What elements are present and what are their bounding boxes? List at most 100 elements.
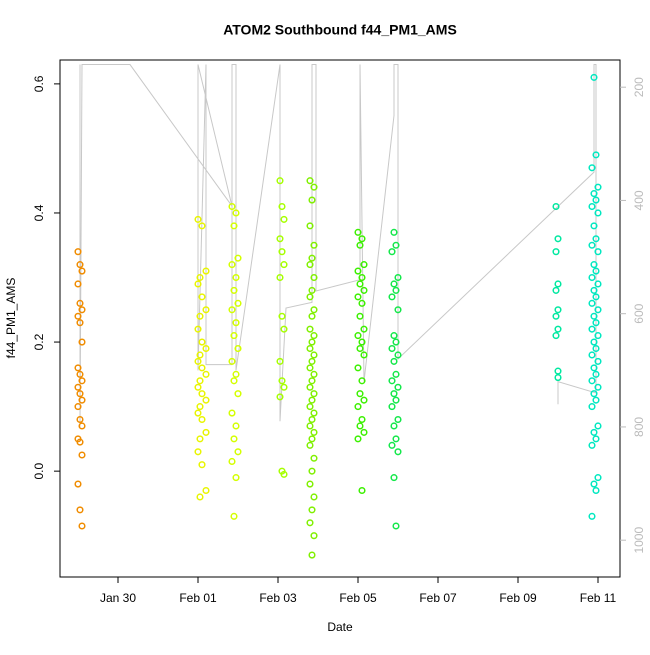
point [392,522,400,530]
point [232,209,240,217]
point [588,202,596,211]
point [592,235,600,243]
point [388,293,396,301]
point [194,215,202,223]
point [360,325,368,333]
point [554,367,562,375]
point [554,280,562,288]
point [76,415,84,424]
point [198,338,206,346]
point [228,306,236,314]
point [308,377,316,385]
point [194,383,202,391]
point [356,241,364,249]
point [196,377,204,385]
point [390,422,398,430]
point [358,415,366,424]
point [202,370,210,378]
y-axis-label: f44_PM1_AMS [4,278,18,359]
point [588,377,596,385]
point [278,312,286,320]
point [592,293,600,301]
point [310,454,318,462]
point [392,241,400,249]
y-tick-label: 0.6 [32,75,46,92]
point [306,364,314,372]
point [198,222,206,230]
point [202,428,210,436]
point [194,280,202,288]
point [308,435,316,443]
point [394,351,402,359]
point [280,261,288,269]
y-tick-label: 0.2 [32,333,46,350]
point [388,248,396,256]
point [234,299,242,307]
point [308,286,316,294]
point [588,403,596,411]
point [306,403,314,411]
point [232,474,240,482]
point [78,451,86,459]
point [202,344,210,353]
point [360,396,368,404]
point [356,280,364,288]
point [276,177,284,185]
point [588,512,596,520]
point [202,486,210,495]
x-tick-label: Feb 07 [419,591,457,605]
point [590,73,598,81]
point [202,396,210,404]
point [278,377,286,385]
point [230,435,238,443]
point [310,532,318,540]
point [198,461,206,469]
point [306,325,314,333]
point [392,338,400,346]
point [554,235,562,243]
point [232,273,240,282]
point [76,370,84,378]
point [306,222,314,230]
point [390,332,398,340]
point [392,370,400,378]
point [232,370,240,378]
point [594,474,602,482]
point [78,338,86,346]
point [594,248,602,256]
point [392,396,400,404]
point [588,273,596,282]
point [594,332,602,340]
point [306,519,314,527]
point [592,486,600,495]
point [76,261,84,269]
point [308,551,316,559]
point [76,390,84,398]
point [588,241,596,249]
point [592,267,600,275]
point [280,215,288,223]
point [196,403,204,411]
x-tick-label: Feb 01 [179,591,217,605]
point [230,377,238,385]
point [392,435,400,443]
point [308,254,316,262]
point [228,409,236,417]
point [394,383,402,391]
point [588,351,596,359]
point [276,393,284,401]
point [310,183,318,191]
point [306,383,314,391]
point [358,377,366,385]
point [196,493,204,501]
point [308,415,316,424]
point [592,151,600,159]
point [358,273,366,282]
point [228,357,236,365]
point [280,470,288,478]
point [356,344,364,353]
point [276,235,284,243]
point [196,273,204,282]
y2-tick-label: 400 [632,190,646,210]
point [590,286,598,294]
